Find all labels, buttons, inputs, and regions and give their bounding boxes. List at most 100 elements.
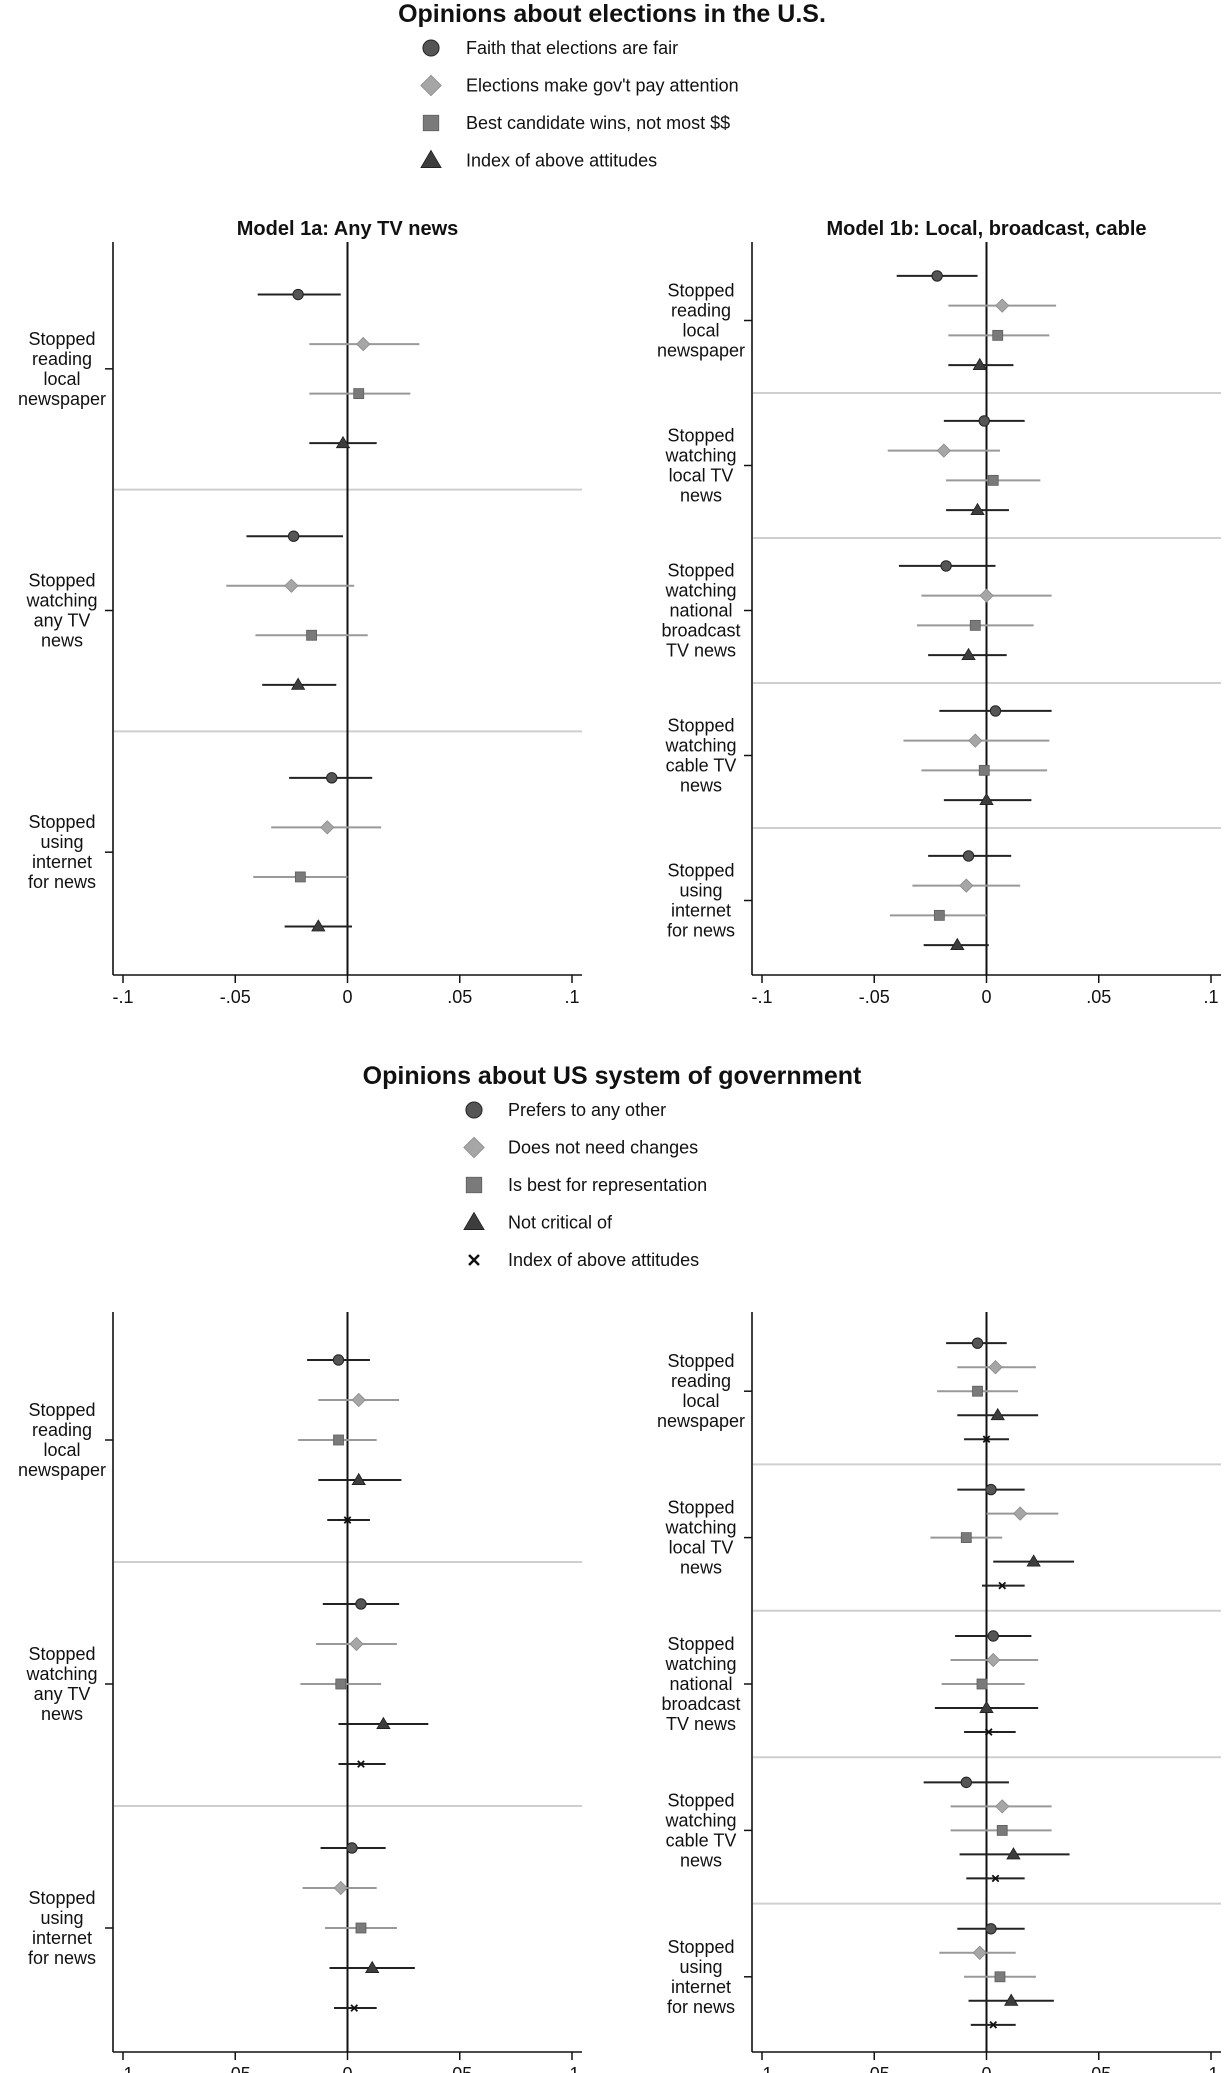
point-circle [292, 288, 304, 301]
point-cross [991, 1874, 1000, 1883]
group-label: Stopped [28, 1644, 95, 1664]
legend-label: Does not need changes [508, 1138, 698, 1158]
point-triangle [979, 1700, 994, 1713]
point-square [994, 1971, 1006, 1983]
point-square [353, 388, 365, 400]
coef-panel: -.1-.050.05.1Stoppedreadinglocalnewspape… [657, 1312, 1221, 2073]
group-label: internet [671, 901, 731, 921]
point-triangle [972, 357, 987, 371]
group-label: TV news [666, 641, 736, 661]
x-tick-label: 0 [981, 987, 991, 1007]
group-label: TV news [666, 1714, 736, 1734]
legend-triangle-icon [420, 149, 442, 168]
point-square [976, 1678, 988, 1690]
group-label: Stopped [667, 1634, 734, 1654]
group-label: Stopped [667, 1351, 734, 1371]
x-tick-label: .05 [1086, 2064, 1111, 2073]
point-cross [350, 2004, 359, 2012]
point-circle [985, 1483, 997, 1496]
point-circle [326, 772, 338, 784]
legend-diamond-icon [420, 74, 442, 97]
coef-panel: Model 1b: Local, broadcast, cable -.1 -.05… [657, 218, 1221, 1007]
group-label: using [679, 881, 722, 901]
point-cross [343, 1516, 352, 1524]
point-cross [982, 1435, 991, 1444]
group-label: watching [664, 581, 736, 601]
x-tick-label: -.1 [751, 987, 772, 1007]
group-label: for news [28, 872, 96, 892]
x-tick-label: -.05 [220, 2064, 251, 2073]
point-circle [931, 270, 943, 282]
x-tick-label: .05 [447, 987, 472, 1007]
point-diamond [979, 588, 994, 603]
coef-panel: Model 1a: Any TV news -.1 -.05 0 .05 .1 Stoppe… [18, 218, 582, 1007]
group-label: using [40, 832, 83, 852]
x-tick-label: .1 [1203, 987, 1218, 1007]
group-label: Stopped [28, 812, 95, 832]
point-square [992, 329, 1004, 341]
group-label: local [682, 321, 719, 341]
point-diamond [995, 298, 1010, 313]
point-square [355, 1922, 367, 1934]
point-diamond [959, 878, 974, 893]
point-square [972, 1385, 983, 1397]
x-tick-label: -.1 [112, 987, 133, 1007]
legend-label: Index of above attitudes [508, 1250, 699, 1270]
group-label: reading [671, 1371, 731, 1391]
group-label: Stopped [667, 1498, 734, 1518]
x-tick-label: .05 [1086, 987, 1111, 1007]
group-label: watching [664, 736, 736, 756]
legend-cross-icon [468, 1254, 480, 1266]
point-circle [332, 1354, 345, 1366]
point-circle [960, 1776, 972, 1789]
group-label: news [680, 776, 722, 796]
legend-label: Faith that elections are fair [466, 38, 678, 58]
group-label: Stopped [667, 426, 734, 446]
point-diamond [351, 1392, 366, 1408]
group-label: newspaper [657, 1411, 745, 1431]
group-label: local [682, 1391, 719, 1411]
point-triangle [950, 937, 965, 951]
group-label: cable TV [666, 756, 737, 776]
x-tick-label: -.1 [751, 2064, 772, 2073]
point-circle [346, 1842, 358, 1854]
group-label: newspaper [18, 389, 106, 409]
group-label: national [669, 601, 732, 621]
point-triangle [1006, 1847, 1021, 1860]
legend-label: Index of above attitudes [466, 151, 657, 171]
group-label: local TV [669, 466, 734, 486]
group-label: cable TV [666, 1830, 737, 1850]
point-circle [985, 1923, 997, 1935]
x-tick-label: -.05 [859, 2064, 890, 2073]
point-cross [984, 1728, 993, 1736]
point-square [960, 1532, 972, 1543]
group-label: internet [32, 1928, 92, 1948]
point-square [996, 1825, 1008, 1836]
point-circle [987, 1630, 999, 1642]
group-label: news [41, 631, 83, 651]
point-diamond [356, 336, 371, 352]
legend-label: Best candidate wins, not most $$ [466, 113, 730, 133]
x-tick-label: -.05 [220, 987, 251, 1007]
point-square [933, 909, 945, 921]
point-square [987, 474, 999, 486]
point-triangle [970, 502, 985, 516]
group-label: Stopped [667, 1937, 734, 1957]
x-tick-label: .1 [564, 2064, 579, 2073]
point-square [306, 629, 317, 641]
point-triangle [1003, 1993, 1019, 2006]
legend-label: Elections make gov't pay attention [466, 76, 739, 96]
group-label: Stopped [667, 561, 734, 581]
legend-label: Prefers to any other [508, 1100, 666, 1120]
point-diamond [333, 1880, 348, 1896]
group-label: Stopped [667, 716, 734, 736]
group-label: watching [664, 1654, 736, 1674]
point-diamond [995, 1799, 1010, 1814]
x-tick-label: 0 [342, 2064, 352, 2073]
legend-label: Is best for representation [508, 1175, 707, 1195]
group-label: watching [25, 591, 97, 611]
point-circle [962, 850, 975, 862]
group-label: broadcast [661, 1694, 740, 1714]
group-label: local TV [669, 1538, 734, 1558]
